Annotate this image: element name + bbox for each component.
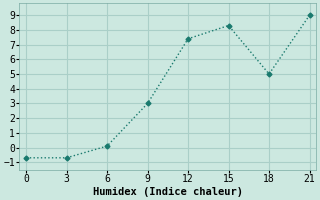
X-axis label: Humidex (Indice chaleur): Humidex (Indice chaleur) [93, 186, 243, 197]
